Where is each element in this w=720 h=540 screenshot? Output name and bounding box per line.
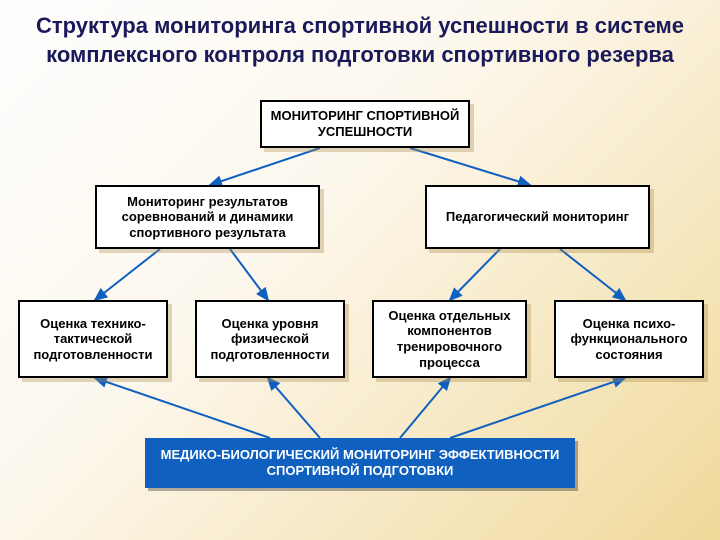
node-leaf-2-label: Оценка уровня физической подготовленност… [201,316,339,363]
node-root: МОНИТОРИНГ СПОРТИВНОЙ УСПЕШНОСТИ [260,100,470,148]
bottom-box-label: МЕДИКО-БИОЛОГИЧЕСКИЙ МОНИТОРИНГ ЭФФЕКТИВ… [151,447,569,478]
node-leaf-1-label: Оценка технико-тактической подготовленно… [24,316,162,363]
connector-arrow [450,249,500,300]
node-leaf-4: Оценка психо-функционального состояния [554,300,704,378]
node-level2-left-label: Мониторинг результатов соревнований и ди… [101,194,314,241]
connector-arrow [95,249,160,300]
connector-arrow [210,148,320,185]
node-root-label: МОНИТОРИНГ СПОРТИВНОЙ УСПЕШНОСТИ [266,108,464,139]
connector-arrow [95,378,270,438]
page-title: Структура мониторинга спортивной успешно… [0,0,720,69]
node-leaf-2: Оценка уровня физической подготовленност… [195,300,345,378]
connector-arrow [400,378,450,438]
connector-arrow [268,378,320,438]
node-leaf-1: Оценка технико-тактической подготовленно… [18,300,168,378]
node-level2-left: Мониторинг результатов соревнований и ди… [95,185,320,249]
connector-arrow [410,148,530,185]
connector-arrow [560,249,625,300]
node-level2-right-label: Педагогический мониторинг [446,209,629,225]
connector-arrow [230,249,268,300]
node-leaf-3: Оценка отдельных компонентов тренировочн… [372,300,527,378]
connector-arrow [450,378,625,438]
title-line2: комплексного контроля подготовки спортив… [46,42,674,67]
title-line1: Структура мониторинга спортивной успешно… [36,13,684,38]
node-level2-right: Педагогический мониторинг [425,185,650,249]
node-leaf-4-label: Оценка психо-функционального состояния [560,316,698,363]
bottom-box: МЕДИКО-БИОЛОГИЧЕСКИЙ МОНИТОРИНГ ЭФФЕКТИВ… [145,438,575,488]
node-leaf-3-label: Оценка отдельных компонентов тренировочн… [378,308,521,370]
